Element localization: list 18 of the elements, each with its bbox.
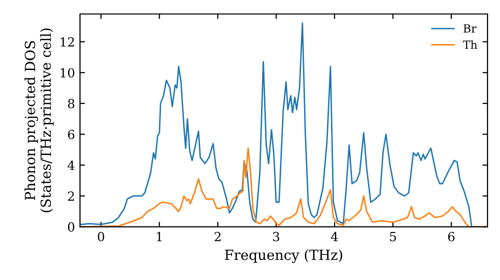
y-tick-label: 4	[68, 160, 75, 170]
legend-label: Br	[464, 24, 476, 32]
x-tick-label: 6	[448, 232, 454, 242]
y-tick-label: 2	[68, 191, 74, 201]
x-tick-label: 5	[390, 232, 396, 242]
y-tick-label: 6	[68, 130, 74, 140]
x-tick-label: 3	[273, 232, 280, 242]
x-tick-label: 4	[330, 232, 338, 242]
y-tick-label: 0	[68, 222, 74, 232]
x-tick-label: 2	[214, 232, 221, 242]
y-axis-title: Phonon projected DOS (States/THz·primitive cell)	[24, 28, 54, 212]
y-tick-label: 8	[68, 98, 74, 108]
x-axis-title: Frequency (THz)	[224, 249, 342, 263]
x-tick-label: 1	[156, 232, 162, 242]
y-tick-label: 10	[60, 68, 74, 78]
y-tick-label: 12	[60, 37, 74, 47]
legend-label: Th	[463, 40, 478, 49]
x-tick-label: 0	[98, 232, 104, 242]
